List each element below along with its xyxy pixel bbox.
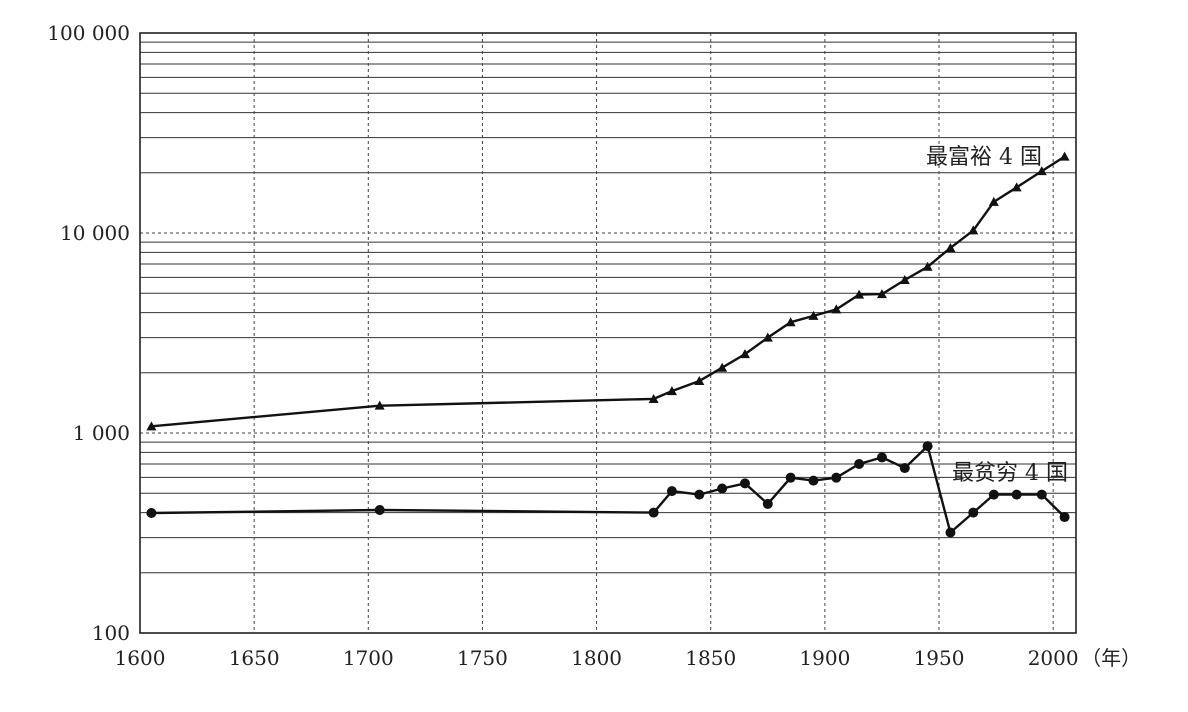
data-point-triangle [1036,166,1047,176]
y-tick-label: 100 [92,621,130,645]
data-point-circle [146,508,157,519]
plot-frame [139,32,1077,634]
data-point-triangle [922,261,933,271]
data-point-triangle [988,196,999,206]
data-point-triangle [717,362,728,372]
x-tick-label: 2000 [1028,646,1079,670]
data-point-triangle [854,289,865,299]
data-point-circle [1036,489,1047,500]
y-tick-label: 10 000 [60,221,130,245]
data-point-triangle [739,349,750,359]
x-tick-label: 1750 [457,646,508,670]
series-poorest [146,441,1070,538]
data-point-triangle [1059,151,1070,161]
x-tick-label: 1600 [115,646,166,670]
data-point-triangle [648,393,659,403]
data-point-circle [1059,512,1070,523]
data-point-triangle [785,317,796,327]
series-line [151,155,1066,428]
x-tick-label: 1950 [914,646,965,670]
data-point-circle [1011,489,1022,500]
data-point-triangle [666,386,677,396]
data-point-triangle [374,400,385,410]
data-point-triangle [831,304,842,314]
data-point-circle [988,489,999,500]
data-point-triangle [808,310,819,320]
x-tick-label: 1650 [229,646,280,670]
data-point-circle [968,507,979,518]
data-point-circle [717,483,728,494]
data-point-circle [899,463,910,474]
data-point-circle [694,489,705,500]
series-label: 最富裕 4 国 [926,145,1042,170]
y-tick-label: 1 000 [73,421,130,445]
axis-labels: 1600 1650 1700 1750 1800 1850 1900 1950 2000 （年） 1… [47,21,1141,670]
series-label: 最贫穷 4 国 [952,461,1068,486]
series-richest [146,151,1070,431]
data-point-triangle [876,289,887,299]
series-line [151,444,1066,534]
data-point-circle [666,486,677,497]
data-point-triangle [1011,182,1022,192]
x-tick-label: 1700 [343,646,394,670]
data-point-circle [854,458,865,469]
data-point-triangle [762,332,773,342]
data-point-circle [648,507,659,518]
data-point-circle [762,498,773,509]
data-point-circle [876,452,887,463]
x-tick-label: 1800 [571,646,622,670]
grid [140,33,1076,633]
data-point-circle [922,441,933,452]
data-point-circle [785,472,796,483]
y-tick-label: 100 000 [47,21,130,45]
data-point-circle [739,478,750,489]
data-point-circle [831,472,842,483]
data-point-triangle [945,242,956,252]
data-point-triangle [899,275,910,285]
data-point-circle [808,475,819,486]
data-point-circle [945,527,956,538]
data-point-triangle [694,375,705,385]
series-layer [146,151,1070,538]
x-axis-label: （年） [1081,646,1141,670]
x-tick-label: 1900 [799,646,850,670]
data-point-triangle [146,421,157,431]
x-tick-label: 1850 [685,646,736,670]
data-point-circle [374,505,385,516]
data-point-triangle [968,225,979,235]
